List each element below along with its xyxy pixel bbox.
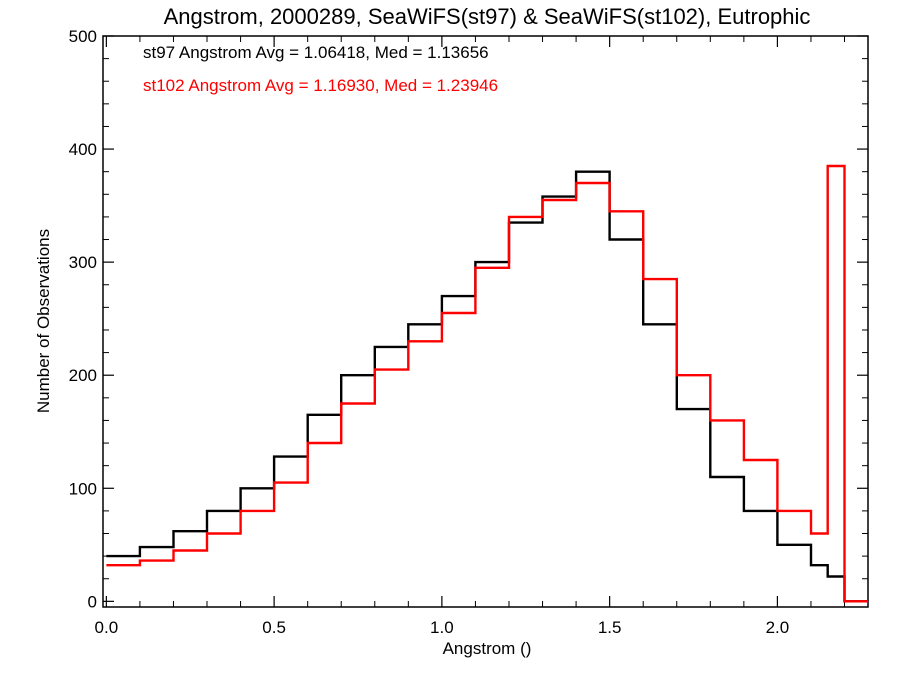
- legend: st97 Angstrom Avg = 1.06418, Med = 1.136…: [143, 43, 498, 95]
- plot-frame: [102, 35, 869, 608]
- x-tick-label: 0.0: [95, 618, 119, 637]
- y-tick-label: 500: [69, 27, 97, 46]
- series-line-st102: [106, 164, 868, 603]
- y-tick-label: 200: [69, 366, 97, 385]
- x-tick-label: 1.0: [430, 618, 454, 637]
- chart-title: Angstrom, 2000289, SeaWiFS(st97) & SeaWi…: [164, 4, 811, 29]
- series-line-st97: [106, 170, 868, 603]
- legend-entry-st97: st97 Angstrom Avg = 1.06418, Med = 1.136…: [143, 43, 489, 62]
- y-axis-label: Number of Observations: [34, 229, 53, 413]
- y-tick-label: 0: [88, 592, 97, 611]
- y-tick-label: 400: [69, 140, 97, 159]
- y-tick-label: 100: [69, 479, 97, 498]
- x-tick-label: 1.5: [598, 618, 622, 637]
- axis-ticks: 0.0 0.5 1.0 1.5 2.0 0 100 200 300 400 500: [69, 27, 868, 637]
- x-axis-label: Angstrom (): [443, 639, 532, 658]
- x-tick-label: 2.0: [766, 618, 790, 637]
- series-layer: [106, 164, 868, 603]
- x-tick-label: 0.5: [262, 618, 286, 637]
- legend-entry-st102: st102 Angstrom Avg = 1.16930, Med = 1.23…: [143, 76, 498, 95]
- y-tick-label: 300: [69, 253, 97, 272]
